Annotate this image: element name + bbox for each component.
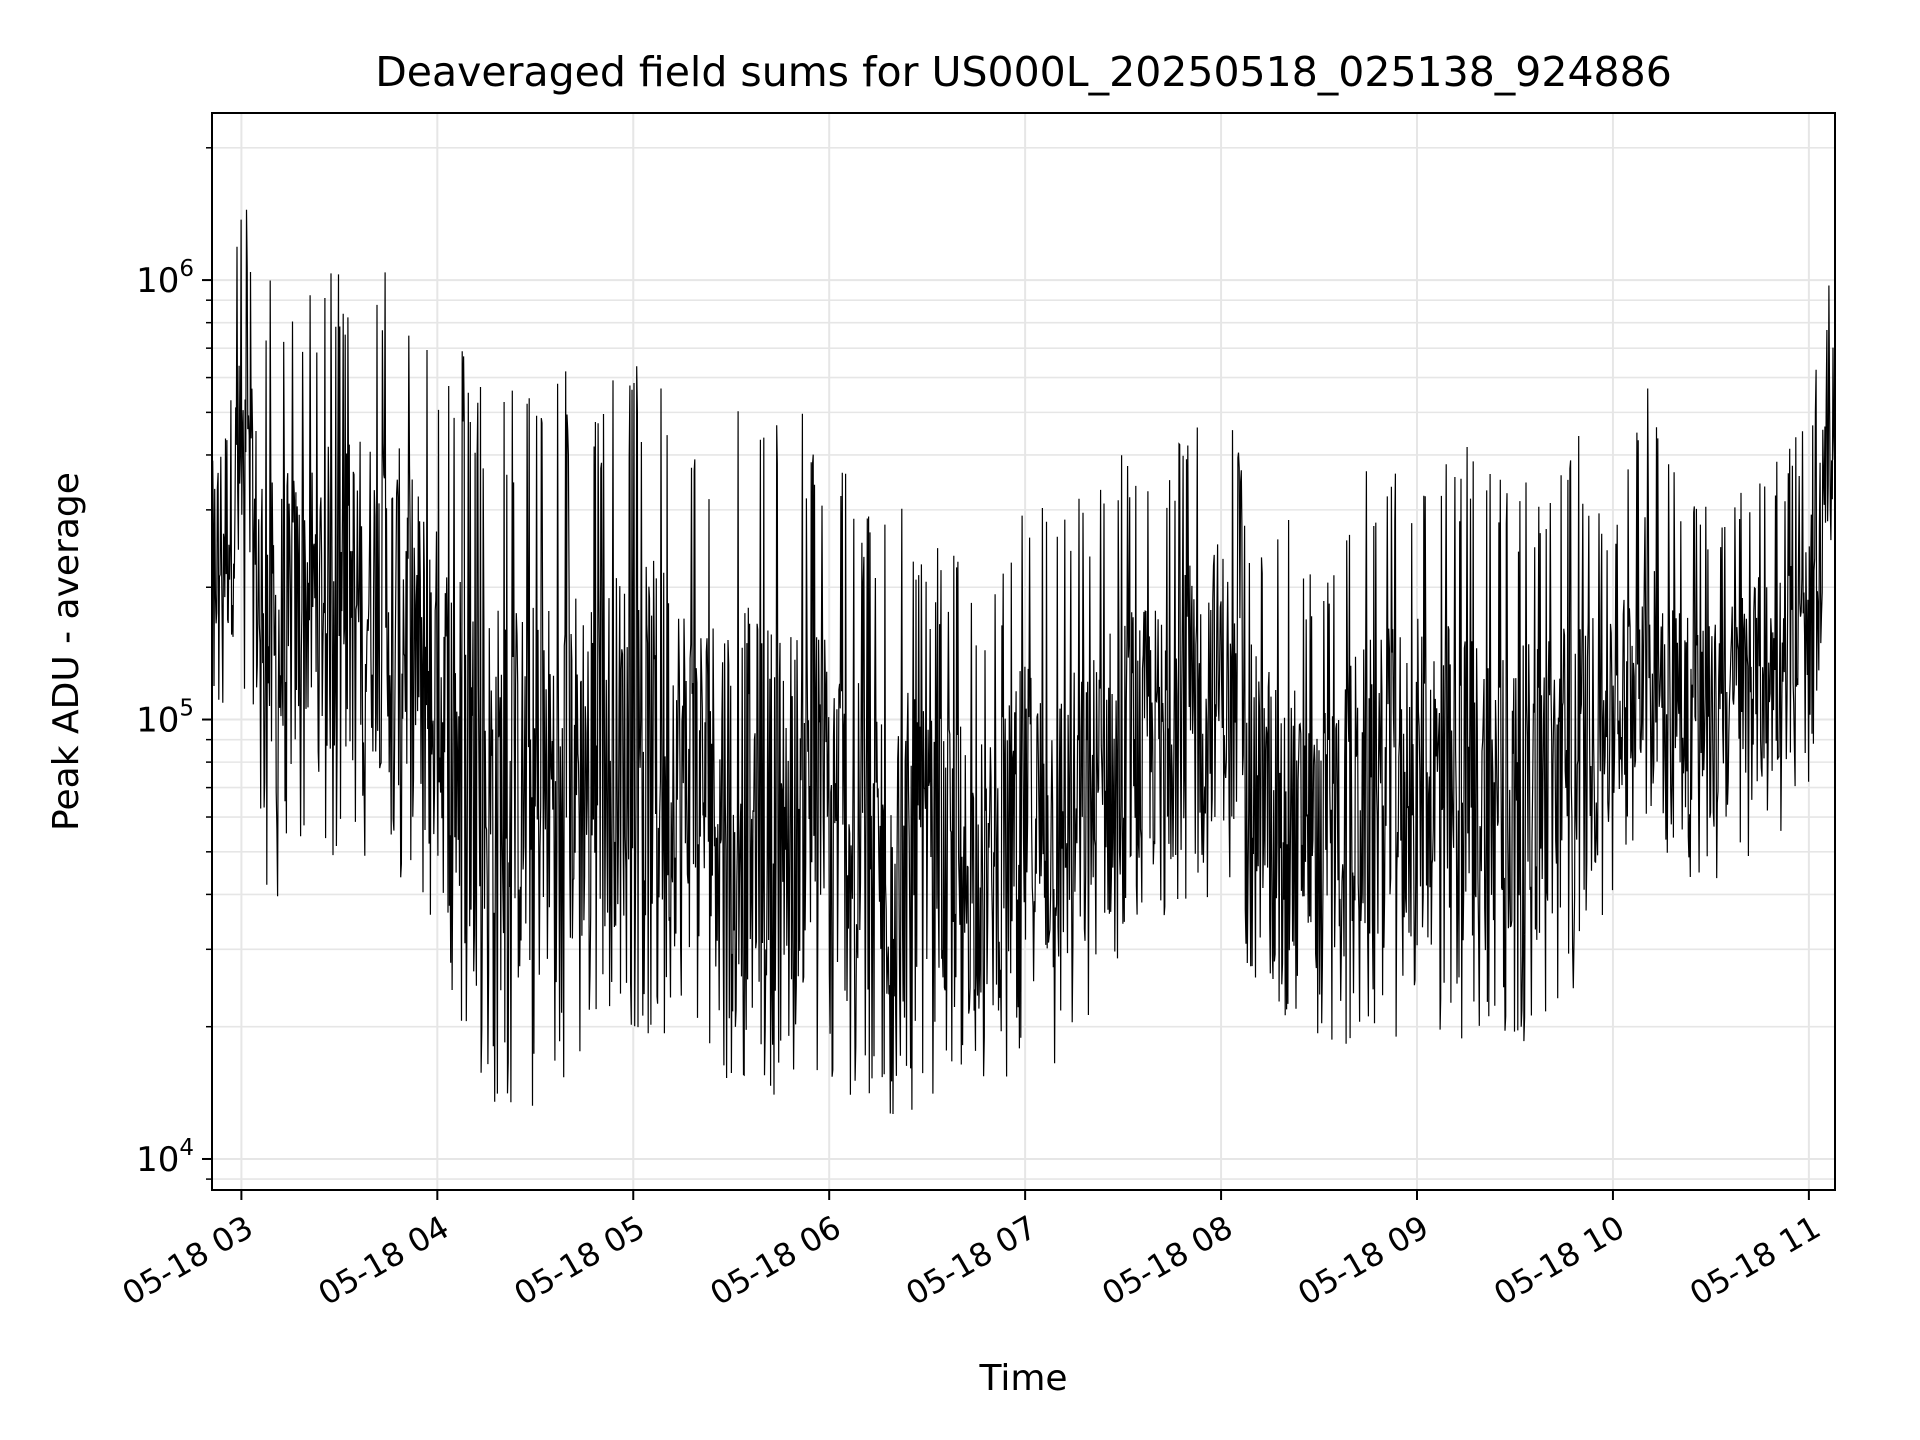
- y-tick-label: 106: [136, 256, 194, 301]
- plot-area: [211, 209, 1836, 1115]
- y-axis-label: Peak ADU - average: [46, 472, 87, 831]
- y-tick-label: 104: [136, 1135, 194, 1180]
- plot-frame: [211, 112, 1836, 1191]
- series-line: [211, 209, 1836, 1115]
- y-tick-label: 105: [136, 696, 194, 741]
- chart-title: Deaveraged field sums for US000L_2025051…: [375, 48, 1672, 96]
- x-axis-label: Time: [978, 1358, 1067, 1399]
